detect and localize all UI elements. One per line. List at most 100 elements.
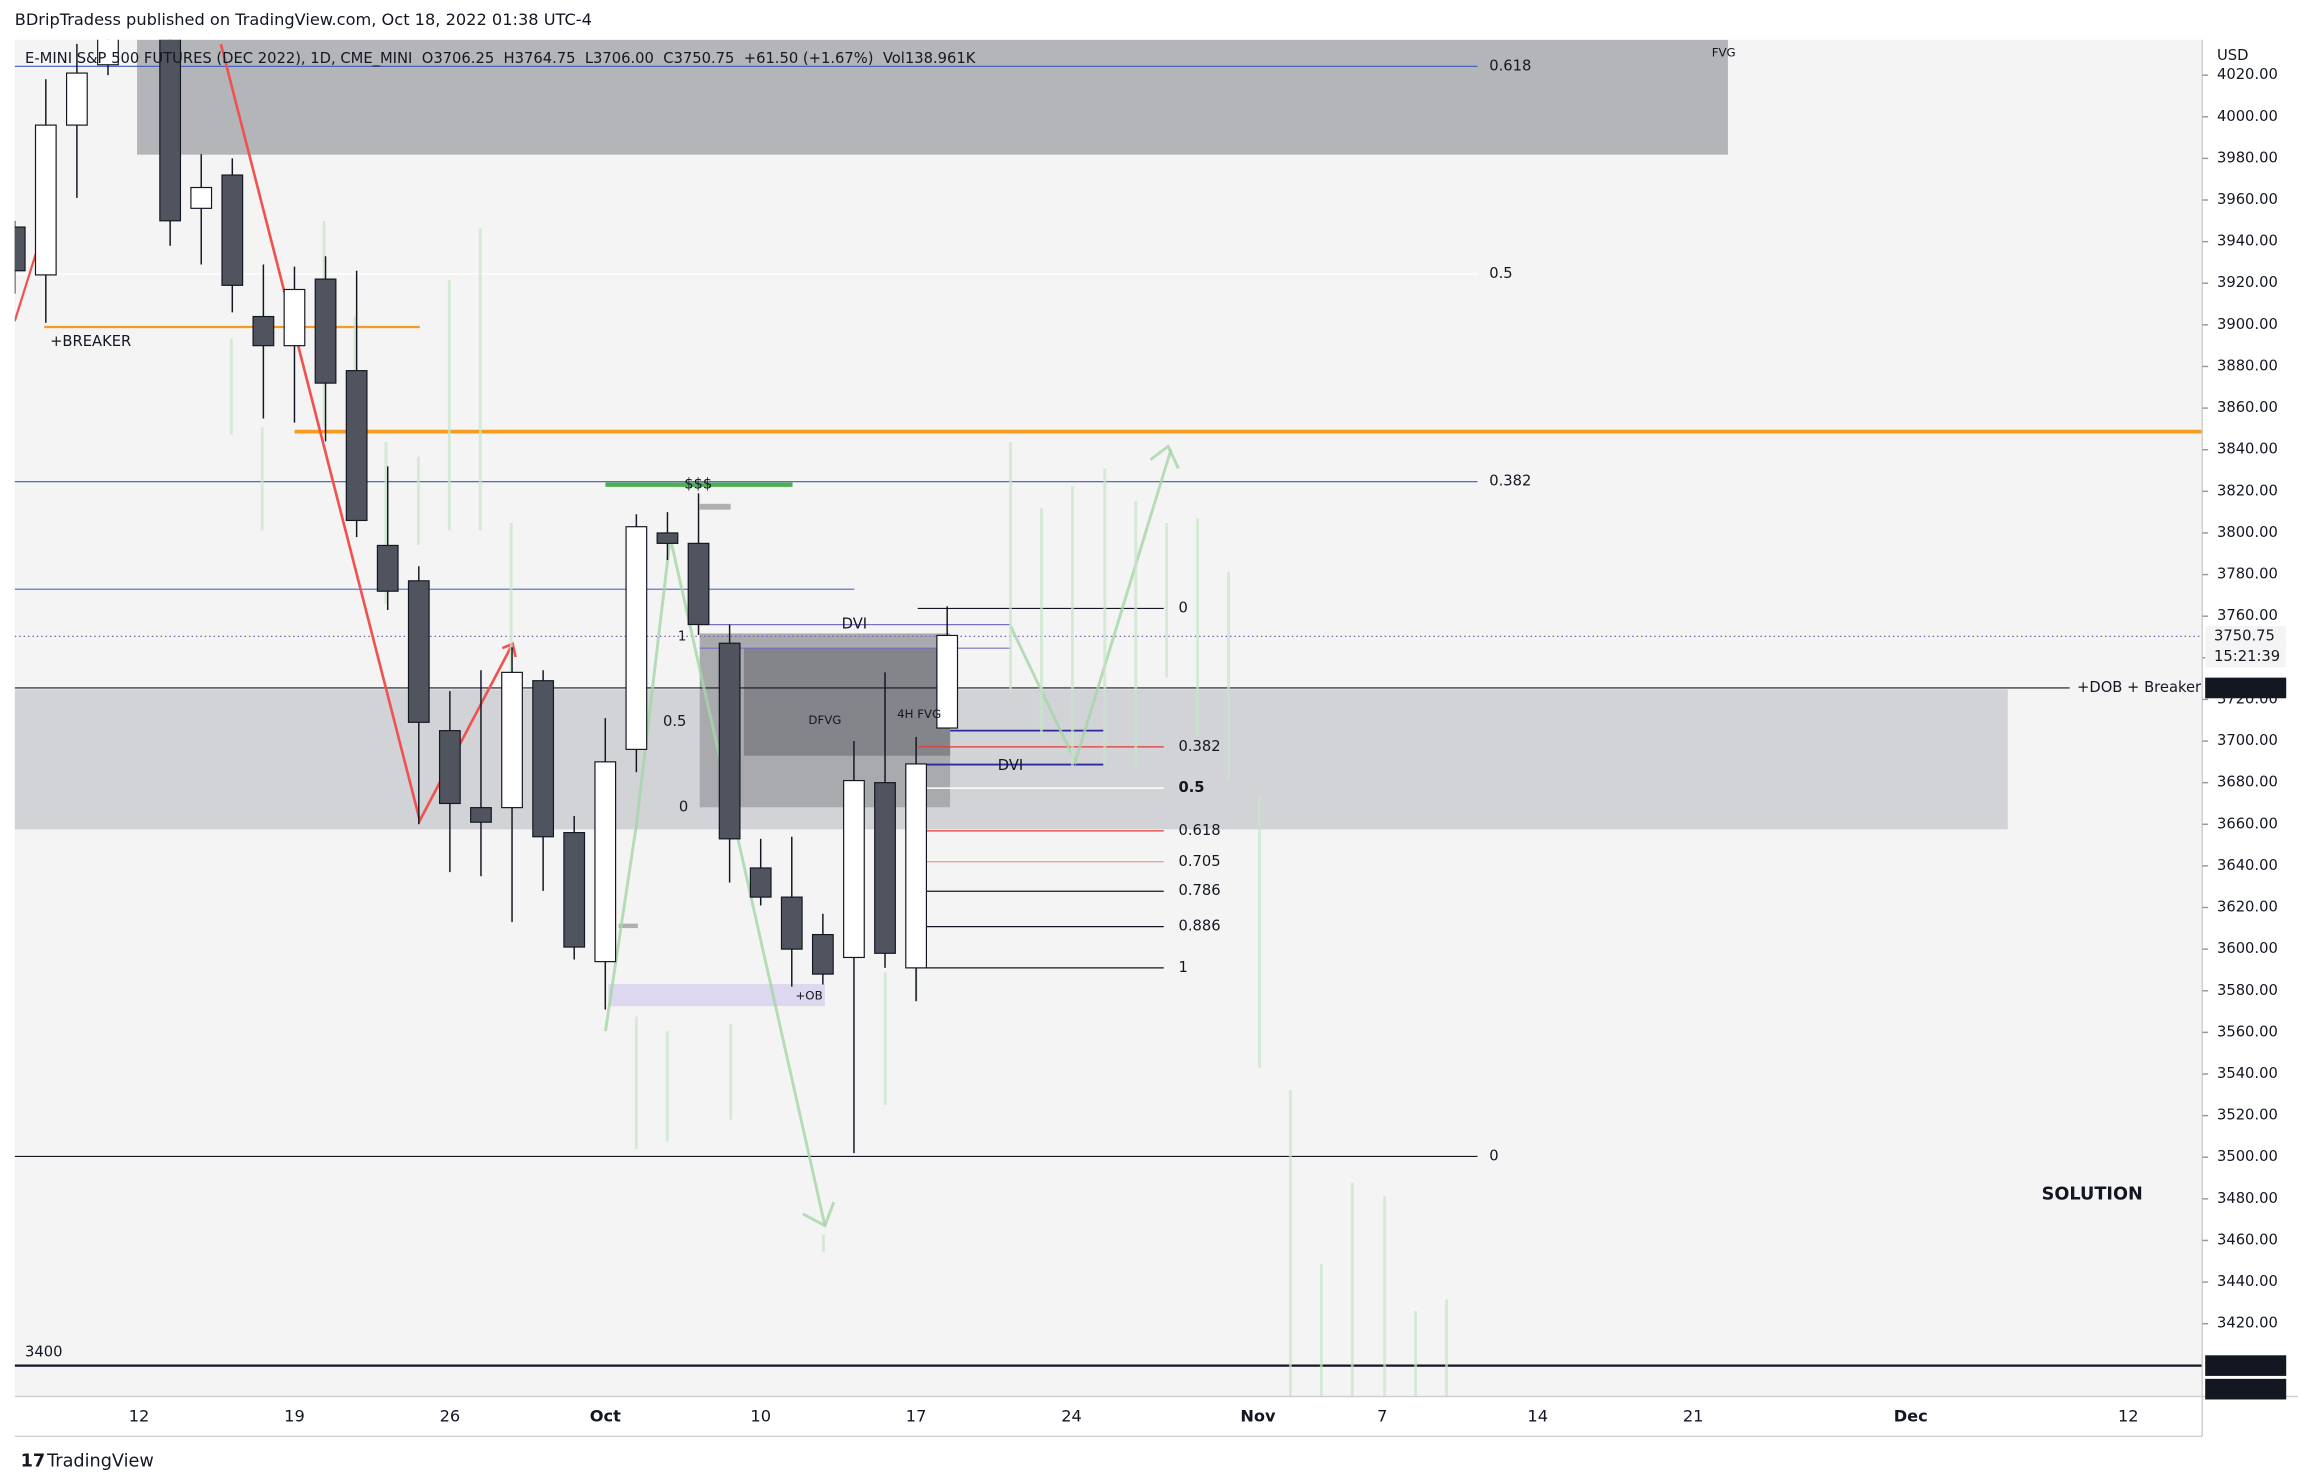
y-tick-label: 3900.00 (2217, 316, 2278, 333)
candle-body (65, 72, 88, 126)
y-tick-label: 3960.00 (2217, 191, 2278, 208)
price-label: 15:21:39 (2214, 648, 2280, 665)
publisher: BDripTradess published on TradingView.co… (15, 10, 592, 29)
candles (14, 39, 959, 1154)
y-tick-label: 3420.00 (2217, 1315, 2278, 1332)
annotation: 0.382 (1489, 473, 1531, 490)
y-tick-label: 3860.00 (2217, 399, 2278, 416)
drawings (14, 39, 2203, 1397)
candle-body (905, 763, 928, 969)
ob-zone (608, 984, 825, 1007)
candle-body (656, 532, 679, 544)
candle-body (159, 39, 182, 222)
y-tick-label: 3660.00 (2217, 815, 2278, 832)
annotation: +DOB + Breaker (2077, 679, 2202, 696)
y-tick-label: 3980.00 (2217, 149, 2278, 166)
annotation: 1 (678, 629, 686, 644)
y-tick-label: 3500.00 (2217, 1148, 2278, 1165)
dob-zone (14, 689, 2008, 830)
candle-body (780, 896, 803, 950)
y-tick-label: 3600.00 (2217, 940, 2278, 957)
annotation: 0.705 (1178, 853, 1220, 870)
x-tick-label: 12 (2118, 1407, 2139, 1426)
price-label-box (2205, 1378, 2287, 1400)
candle-body (532, 680, 555, 838)
annotation: 1 (1178, 959, 1187, 976)
annotation: 0 (1489, 1147, 1498, 1164)
marker (699, 503, 731, 510)
annotation: 0.886 (1178, 918, 1220, 935)
arrow-head (802, 1201, 836, 1228)
price-label: 3400.00 (2214, 1380, 2281, 1397)
candle-body (687, 542, 710, 626)
annotation: $$$ (684, 476, 712, 493)
annotation: 0.618 (1178, 822, 1220, 839)
candle-body (252, 315, 275, 347)
x-tick-label: 12 (129, 1407, 150, 1426)
arrow-head (1149, 444, 1180, 470)
arrow-head (501, 641, 517, 658)
y-tick-label: 4000.00 (2217, 108, 2278, 125)
marker (618, 923, 638, 929)
candle-body (407, 580, 430, 723)
annotation: 0.382 (1178, 738, 1220, 755)
annotation: FVG (1712, 46, 1736, 60)
x-tick-label: 14 (1527, 1407, 1548, 1426)
y-tick-label: 3560.00 (2217, 1023, 2278, 1040)
annotation: DVI (998, 757, 1023, 774)
candle-body (34, 124, 57, 276)
annotation: DFVG (808, 713, 841, 727)
annotation: DVI (842, 616, 867, 633)
candle-body (594, 761, 617, 963)
candle-body (874, 782, 896, 954)
annotation: 0 (1178, 599, 1187, 616)
x-tick-label: 19 (284, 1407, 305, 1426)
symbol-header: E-MINI S&P 500 FUTURES (DEC 2022), 1D, C… (25, 50, 976, 67)
price-label: 3400.00 (2214, 1357, 2281, 1374)
swing-path (14, 250, 38, 322)
x-tick-label: 10 (750, 1407, 771, 1426)
candle-body (438, 730, 461, 805)
annotation: 0.618 (1489, 57, 1531, 74)
x-tick-label: 24 (1061, 1407, 1082, 1426)
candle-body (625, 526, 648, 750)
y-tick-label: 3540.00 (2217, 1065, 2278, 1082)
y-tick-label: 3580.00 (2217, 982, 2278, 999)
candle-body (501, 671, 523, 809)
y-tick-label: 3940.00 (2217, 233, 2278, 250)
y-tick-label: 3520.00 (2217, 1107, 2278, 1124)
y-tick-label: 3920.00 (2217, 274, 2278, 291)
candle-body (376, 544, 399, 592)
annotation: 0.786 (1178, 882, 1220, 899)
annotation: 0.5 (1178, 779, 1204, 796)
candle-body (843, 779, 865, 959)
price-label: 3750.75 (2214, 627, 2275, 644)
x-tick-label: 21 (1683, 1407, 1704, 1426)
annotation: 0 (679, 798, 688, 815)
x-tick-label: Dec (1894, 1407, 1928, 1426)
price-label-box (2205, 1355, 2287, 1376)
currency: USD (2217, 47, 2248, 64)
y-tick-label: 3700.00 (2217, 732, 2278, 749)
candle-body (936, 634, 959, 729)
dfvg-zone (743, 648, 951, 756)
candle-body (749, 867, 772, 898)
fvg-zone (136, 39, 1728, 155)
price-label: 3726.25 (2214, 679, 2281, 696)
x-tick-label: Oct (590, 1407, 621, 1426)
candle-body (811, 933, 834, 975)
annotation: +OB (795, 988, 822, 1002)
annotation: +BREAKER (50, 333, 131, 350)
annotation: 0.5 (663, 713, 686, 730)
annotation: SOLUTION (2042, 1185, 2143, 1205)
y-tick-label: 4020.00 (2217, 66, 2278, 83)
price-label-box (2205, 626, 2287, 647)
branding: TradingView (46, 1451, 154, 1471)
annotation: 0.5 (1489, 265, 1512, 282)
y-tick-label: 3880.00 (2217, 357, 2278, 374)
y-tick-label: 3680.00 (2217, 774, 2278, 791)
y-tick-label: 3820.00 (2217, 482, 2278, 499)
candle-body (190, 186, 213, 209)
